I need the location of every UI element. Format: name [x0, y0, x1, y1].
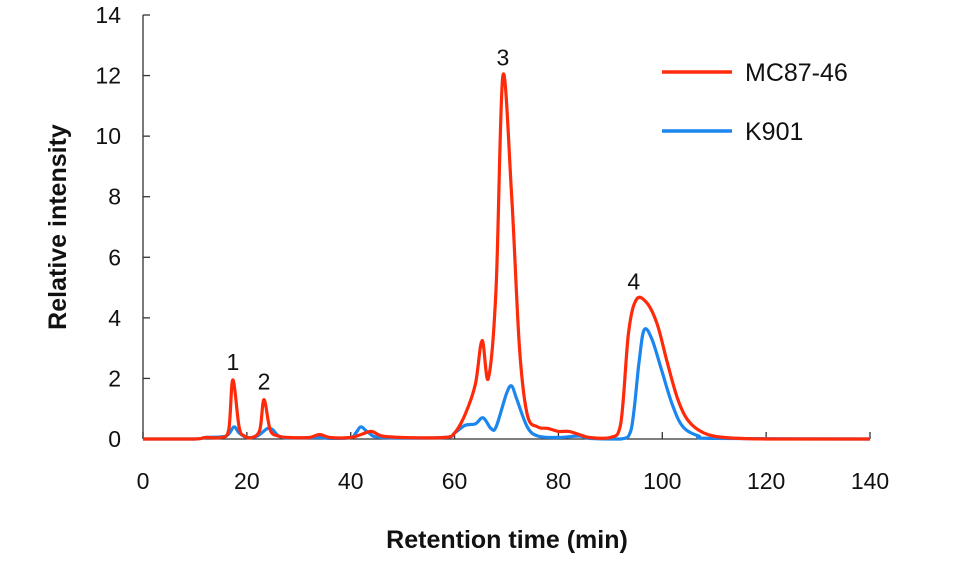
x-axis-title: Retention time (min) — [386, 526, 628, 554]
series-lines — [143, 72, 871, 441]
y-tick-label: 6 — [108, 244, 121, 270]
x-tick-label: 60 — [442, 468, 468, 494]
peak-label: 4 — [627, 269, 640, 295]
legend-label: K901 — [745, 118, 803, 146]
series-line-mc87-46 — [143, 72, 870, 441]
x-tick-label: 100 — [643, 468, 681, 494]
peak-label: 2 — [258, 369, 271, 395]
series-line-k901 — [143, 327, 871, 441]
y-tick-label: 14 — [95, 2, 121, 28]
x-tick-label: 0 — [137, 468, 150, 494]
peak-label: 3 — [496, 45, 509, 71]
x-tick-label: 40 — [338, 468, 364, 494]
y-tick-label: 0 — [108, 426, 121, 452]
legend: MC87-46 K901 — [662, 59, 848, 146]
y-axis-title: Relative intensity — [44, 124, 72, 330]
peak-annotations: 12 3 4 — [226, 45, 640, 395]
x-tick-label: 20 — [234, 468, 260, 494]
x-tick-label: 140 — [851, 468, 889, 494]
peak-label: 1 — [226, 349, 239, 375]
x-tick-label: 80 — [546, 468, 572, 494]
y-tick-label: 4 — [108, 305, 121, 331]
x-tick-label: 120 — [747, 468, 785, 494]
y-tick-label: 2 — [108, 365, 121, 391]
legend-label: MC87-46 — [745, 59, 848, 87]
y-tick-label: 8 — [108, 184, 121, 210]
y-tick-label: 12 — [95, 63, 121, 89]
y-tick-label: 10 — [95, 123, 121, 149]
